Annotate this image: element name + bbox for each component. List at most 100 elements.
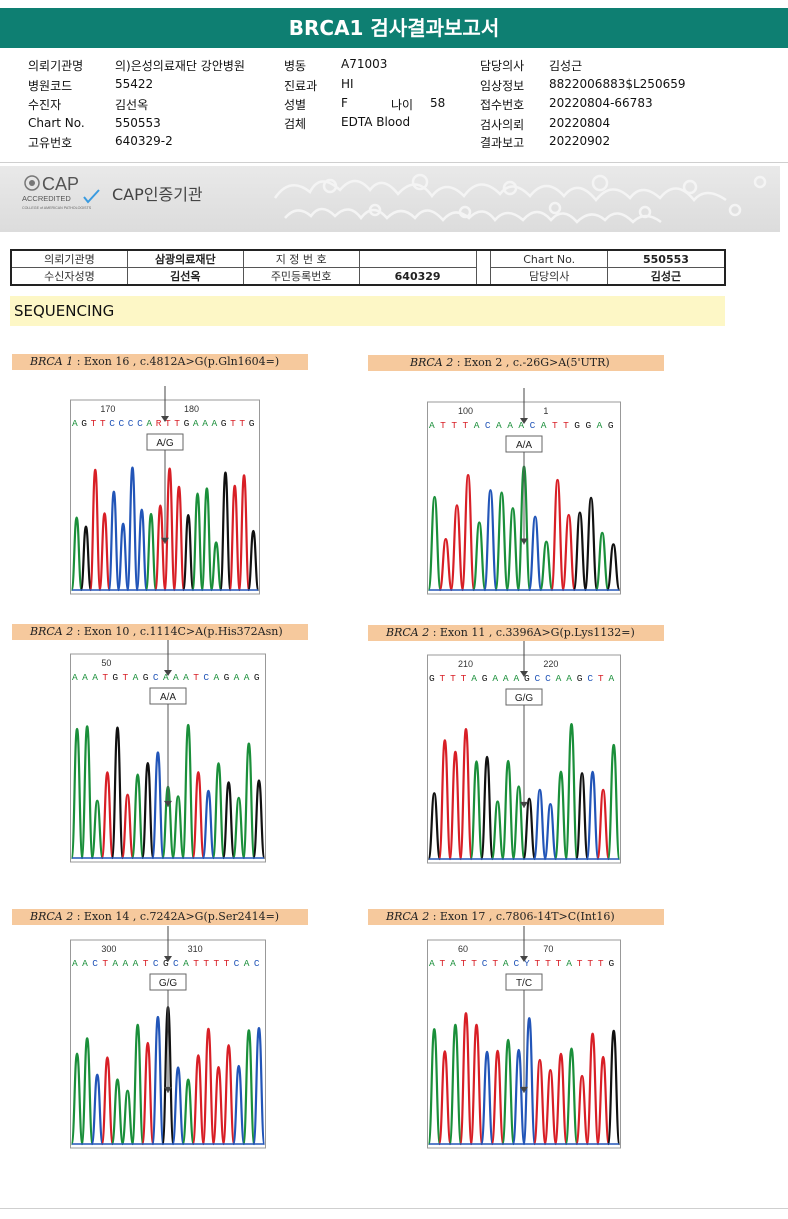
gene-name: BRCA 2 bbox=[386, 910, 430, 923]
trace-peak bbox=[211, 1065, 226, 1146]
trace-peak bbox=[427, 495, 442, 592]
base-letter: C bbox=[530, 420, 536, 431]
base-letter: Y bbox=[524, 958, 530, 969]
trace-peak bbox=[135, 508, 148, 592]
trace-peak bbox=[89, 468, 102, 592]
trace-peak bbox=[543, 1069, 558, 1146]
trace-peak bbox=[459, 1012, 473, 1146]
header-label: 수진자 bbox=[28, 98, 62, 112]
base-letter: A bbox=[507, 420, 513, 431]
trace-peak bbox=[437, 739, 452, 861]
base-letter: T bbox=[193, 672, 199, 683]
base-letter: C bbox=[485, 420, 491, 431]
genotype-call: A/G bbox=[156, 438, 173, 449]
trace-peak bbox=[480, 755, 494, 861]
header-label: 결과보고 bbox=[480, 136, 525, 150]
trace-peak bbox=[70, 516, 83, 592]
base-letter: G bbox=[81, 418, 87, 429]
base-letter: T bbox=[440, 958, 446, 969]
base-letter: T bbox=[461, 958, 467, 969]
trace-peak bbox=[171, 795, 185, 860]
base-letter: T bbox=[165, 418, 171, 429]
cap-sub-text: COLLEGE of AMERICAN PATHOLOGISTS bbox=[22, 206, 92, 210]
trace-peak bbox=[596, 788, 611, 861]
position-tick-label: 170 bbox=[100, 404, 115, 414]
base-letter: A bbox=[541, 420, 547, 431]
base-letter: A bbox=[503, 673, 509, 684]
info-label: 수신자성명 bbox=[10, 267, 128, 286]
chromatogram-panel: 60 70 A T A T T C T A C Y T T T A T T T G T/C bbox=[427, 926, 621, 1150]
base-letter: A bbox=[556, 673, 562, 684]
base-letter: A bbox=[133, 672, 139, 683]
trace-peak bbox=[70, 1052, 84, 1146]
trace-peak bbox=[120, 793, 135, 860]
trace-peak bbox=[532, 788, 547, 861]
trace-peak bbox=[585, 770, 600, 861]
base-letter: C bbox=[137, 418, 143, 429]
trace-peak bbox=[200, 487, 214, 592]
gene-name: BRCA 2 bbox=[30, 910, 74, 923]
info-label: 담당의사 bbox=[490, 267, 608, 286]
trace-peak bbox=[572, 511, 588, 592]
base-letter: T bbox=[230, 418, 236, 429]
base-letter: T bbox=[587, 958, 593, 969]
trace-peak bbox=[163, 467, 176, 592]
trace-peak bbox=[131, 1023, 145, 1146]
trace-peak bbox=[596, 1055, 611, 1146]
header-value: HI bbox=[341, 77, 354, 91]
base-letter: A bbox=[518, 420, 524, 431]
trace-peak bbox=[201, 1027, 216, 1146]
base-letter: C bbox=[545, 673, 551, 684]
base-letter: T bbox=[203, 958, 209, 969]
base-letter: A bbox=[92, 672, 98, 683]
variant-desc: : Exon 10 , c.1114C>A(p.His372Asn) bbox=[73, 625, 283, 638]
trace-peak bbox=[606, 743, 621, 861]
trace-peak bbox=[79, 525, 93, 592]
age-label: 나이 bbox=[391, 98, 414, 112]
trace-peak bbox=[554, 770, 568, 861]
pointer-arrowhead bbox=[164, 670, 172, 676]
base-letter: G bbox=[482, 673, 488, 684]
base-letter: A bbox=[123, 958, 129, 969]
trace-peak bbox=[98, 512, 111, 592]
trace-peak bbox=[107, 490, 121, 592]
trace-peak bbox=[151, 1015, 165, 1146]
base-letter: T bbox=[440, 673, 446, 684]
pointer-arrowhead bbox=[164, 1086, 172, 1093]
base-letter: A bbox=[244, 672, 250, 683]
trace-peak bbox=[242, 742, 256, 860]
trace-peak bbox=[221, 781, 236, 860]
base-letter: A bbox=[112, 958, 118, 969]
base-letter: A bbox=[72, 672, 78, 683]
base-letter: G bbox=[585, 420, 591, 431]
trace-peak bbox=[511, 785, 526, 861]
base-letter: T bbox=[102, 958, 108, 969]
pointer-arrowhead bbox=[164, 800, 172, 807]
base-letter: A bbox=[82, 672, 88, 683]
base-letter: C bbox=[119, 418, 125, 429]
info-value bbox=[358, 249, 477, 268]
info-label: 지 정 번 호 bbox=[242, 249, 360, 268]
base-letter: R bbox=[156, 418, 162, 429]
info-label: 주민등록번호 bbox=[242, 267, 360, 286]
trace-peak bbox=[427, 792, 442, 861]
trace-peak bbox=[480, 1050, 494, 1146]
trace-peak bbox=[550, 478, 565, 592]
base-letter: C bbox=[128, 418, 134, 429]
variant-desc: : Exon 11 , c.3396A>G(p.Lys1132=) bbox=[429, 626, 635, 639]
base-letter: T bbox=[174, 418, 180, 429]
base-letter: A bbox=[234, 672, 240, 683]
header-label: 검사의뢰 bbox=[480, 118, 525, 132]
trace-peak bbox=[237, 474, 251, 592]
trace-peak bbox=[606, 1029, 621, 1146]
base-letter: C bbox=[153, 672, 159, 683]
base-letter: A bbox=[566, 673, 572, 684]
base-letter: G bbox=[608, 420, 614, 431]
base-letter: A bbox=[212, 418, 218, 429]
trace-peak bbox=[247, 529, 260, 592]
base-letter: G bbox=[577, 673, 583, 684]
pointer-arrowhead bbox=[520, 418, 528, 424]
trace-peak bbox=[543, 802, 558, 861]
cap-logo: CAP ACCREDITED COLLEGE of AMERICAN PATHO… bbox=[22, 174, 100, 210]
trace-peak bbox=[427, 1028, 442, 1146]
